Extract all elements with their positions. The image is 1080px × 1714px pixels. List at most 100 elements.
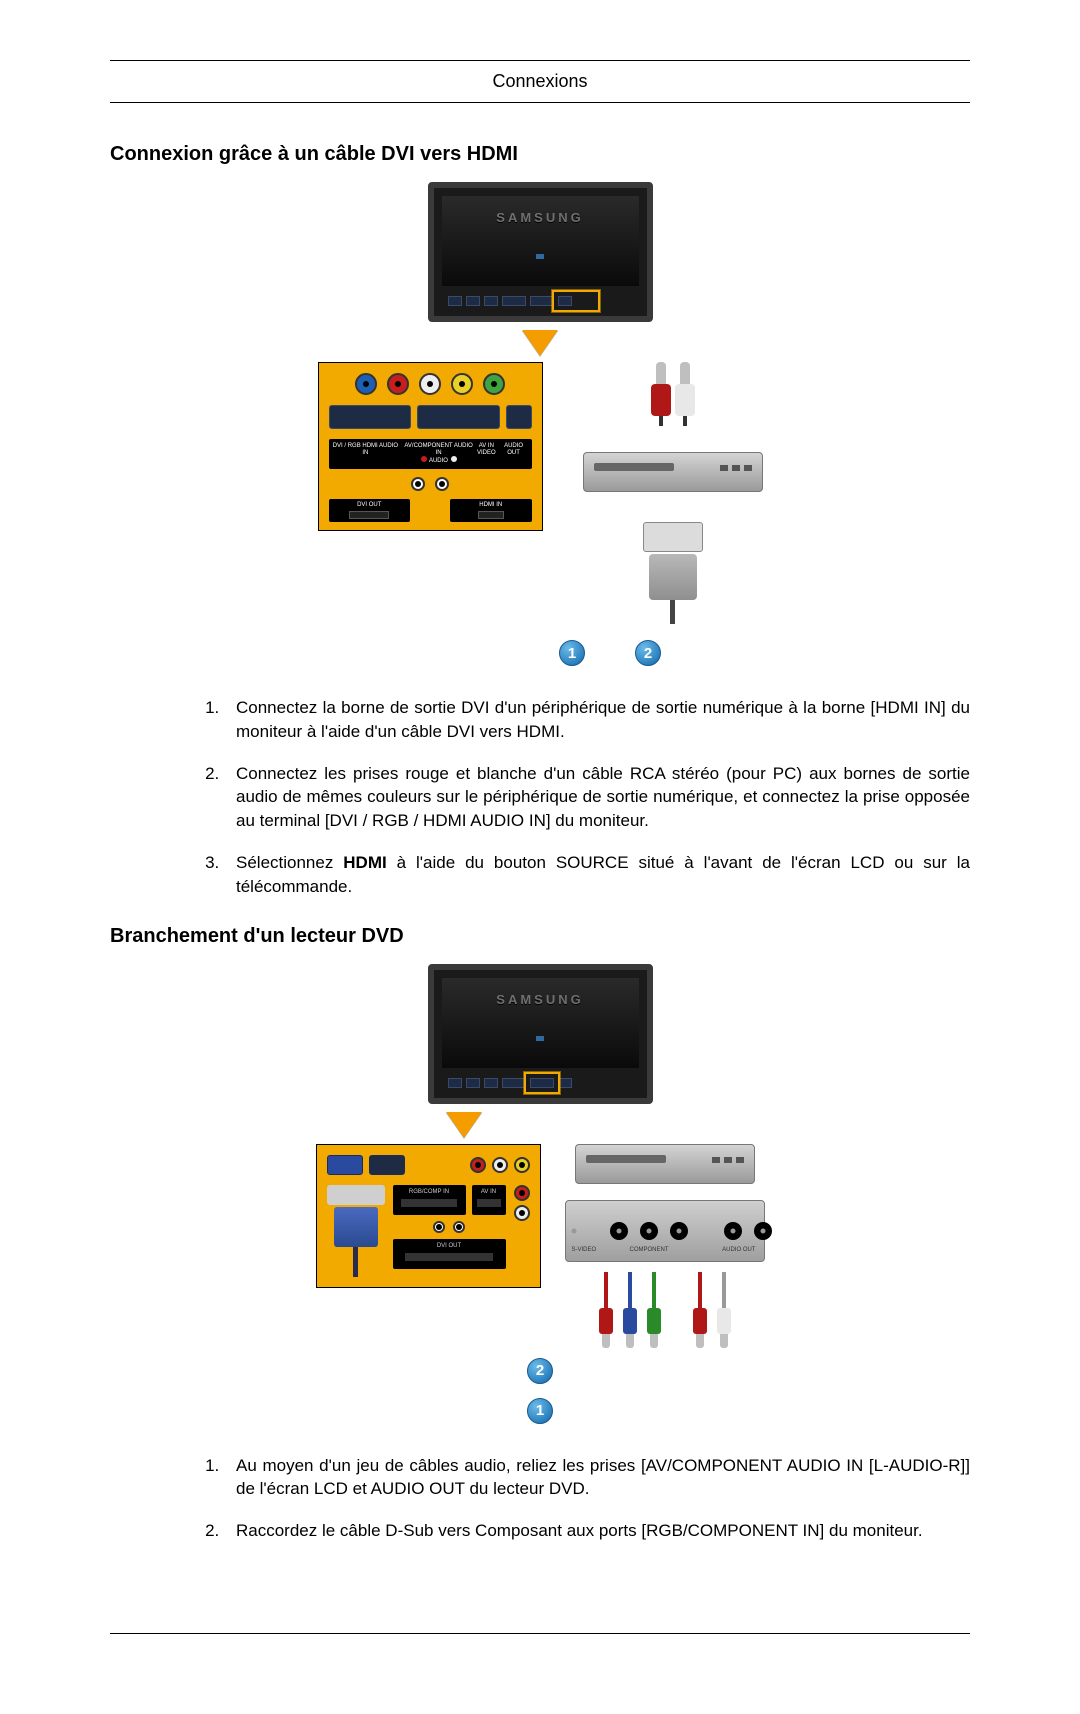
label-chip: AV IN VIDEO [477,443,496,465]
label-chip: AUDIO OUT [498,443,530,465]
badge-1: 1 [559,640,585,666]
component-jack [670,1222,688,1240]
source-device [583,452,763,492]
hdmi-in-port: HDMI IN [450,499,532,522]
diagram2-lower-row: RGB/COMP IN AV IN [316,1144,765,1348]
monitor-front: SAMSUNG [428,182,653,322]
section1-title: Connexion grâce à un câble DVI vers HDMI [110,143,970,166]
jack-red [387,373,409,395]
jack-white [419,373,441,395]
rect-port [417,405,500,429]
panel2-top-row [327,1155,530,1175]
strip-port [484,296,498,306]
diagram2: SAMSUNG [110,964,970,1424]
arrow-down-icon [446,1112,482,1138]
page: Connexions Connexion grâce à un câble DV… [0,0,1080,1714]
dot-red-icon [421,456,427,462]
rect-port [506,405,532,429]
label-text: VIDEO [477,450,496,456]
section2-title: Branchement d'un lecteur DVD [110,925,970,948]
rca-plug-white [675,362,695,422]
label-block: AV IN [472,1185,506,1215]
jack-row [329,373,532,395]
monitor-screen: SAMSUNG [442,196,639,286]
step-item: Raccordez le câble D-Sub vers Composant … [224,1519,970,1543]
hanging-plugs [599,1272,731,1348]
panel-label: COMPONENT [630,1247,669,1253]
strip-port [484,1078,498,1088]
jack-white [514,1205,530,1221]
dvd-rear-panel: S-VIDEO COMPONENT AUDIO [565,1200,765,1262]
step-item: Connectez la borne de sortie DVI d'un pé… [224,696,970,744]
badge-column: 2 1 [316,1358,765,1424]
panel2-mid-row: RGB/COMP IN AV IN [327,1185,530,1277]
header-rule-bottom [110,102,970,103]
rca-plug-blue [623,1272,637,1348]
monitor-led [536,254,544,259]
badge-1: 1 [527,1398,553,1424]
audio-out-jacks [724,1222,772,1240]
small-jack-row [329,477,532,491]
port-label: RGB/COMP IN [409,1189,449,1195]
label-block: DVI OUT [393,1239,506,1269]
label-text: AUDIO [429,458,448,464]
rca-plug-red [599,1272,613,1348]
diagram1: SAMSUNG [110,182,970,666]
bottom-port-row: DVI OUT HDMI IN [329,499,532,522]
diagram2-right-stack: S-VIDEO COMPONENT AUDIO [565,1144,765,1348]
jack-blue [355,373,377,395]
device-tray [594,463,674,471]
panel2-labels-col: RGB/COMP IN AV IN [393,1185,506,1269]
jack-green [483,373,505,395]
component-jack [640,1222,658,1240]
badge-2: 2 [527,1358,553,1384]
label-chip: DVI / RGB HDMI AUDIO IN [331,443,401,465]
rca-plug-green [647,1272,661,1348]
port-slot [349,511,389,519]
port-label: DVI OUT [437,1243,461,1249]
port-slot [478,511,504,519]
footer-rule [110,1633,970,1634]
rca-plug-red [693,1272,707,1348]
dvi-out-port: DVI OUT [329,499,411,522]
panel-label: AUDIO OUT [722,1247,755,1253]
small-jack [433,1221,445,1233]
breadcrumb: Connexions [110,71,970,92]
step-text-bold: HDMI [343,853,386,872]
panel-label: S-VIDEO [572,1247,597,1253]
monitor-screen: SAMSUNG [442,978,639,1068]
port-highlight-box [524,1072,560,1094]
audio-jack [754,1222,772,1240]
dot-white-icon [451,456,457,462]
monitor-logo: SAMSUNG [496,210,583,225]
label-chip: AV/COMPONENT AUDIO IN AUDIO [402,443,475,465]
rca-plug-red [651,362,671,422]
monitor-led [536,1036,544,1041]
section1-steps: Connectez la borne de sortie DVI d'un pé… [110,696,970,899]
dvi-plug [643,522,703,624]
port-row [329,405,532,429]
small-jack [435,477,449,491]
port-label: DVI OUT [357,502,381,508]
monitor-port-strip [442,292,639,310]
vga-plug [327,1185,385,1277]
label-text: AV IN [479,443,494,449]
label-block: RGB/COMP IN [393,1185,466,1215]
label-strip: DVI / RGB HDMI AUDIO IN AV/COMPONENT AUD… [329,439,532,469]
jack-red [470,1157,486,1173]
step-text: Sélectionnez [236,853,343,872]
connector-panel-2: RGB/COMP IN AV IN [316,1144,541,1288]
port-label: HDMI IN [479,502,502,508]
small-jack [411,477,425,491]
monitor-front: SAMSUNG [428,964,653,1104]
strip-port [466,1078,480,1088]
component-jack [610,1222,628,1240]
port-label: AV IN [481,1189,496,1195]
arrow-down-icon [522,330,558,356]
strip-port [558,1078,572,1088]
device-controls [712,1157,744,1163]
component-jacks [610,1222,688,1240]
step-item: Sélectionnez HDMI à l'aide du bouton SOU… [224,851,970,899]
rect-port [369,1155,405,1175]
device-tray [586,1155,666,1163]
